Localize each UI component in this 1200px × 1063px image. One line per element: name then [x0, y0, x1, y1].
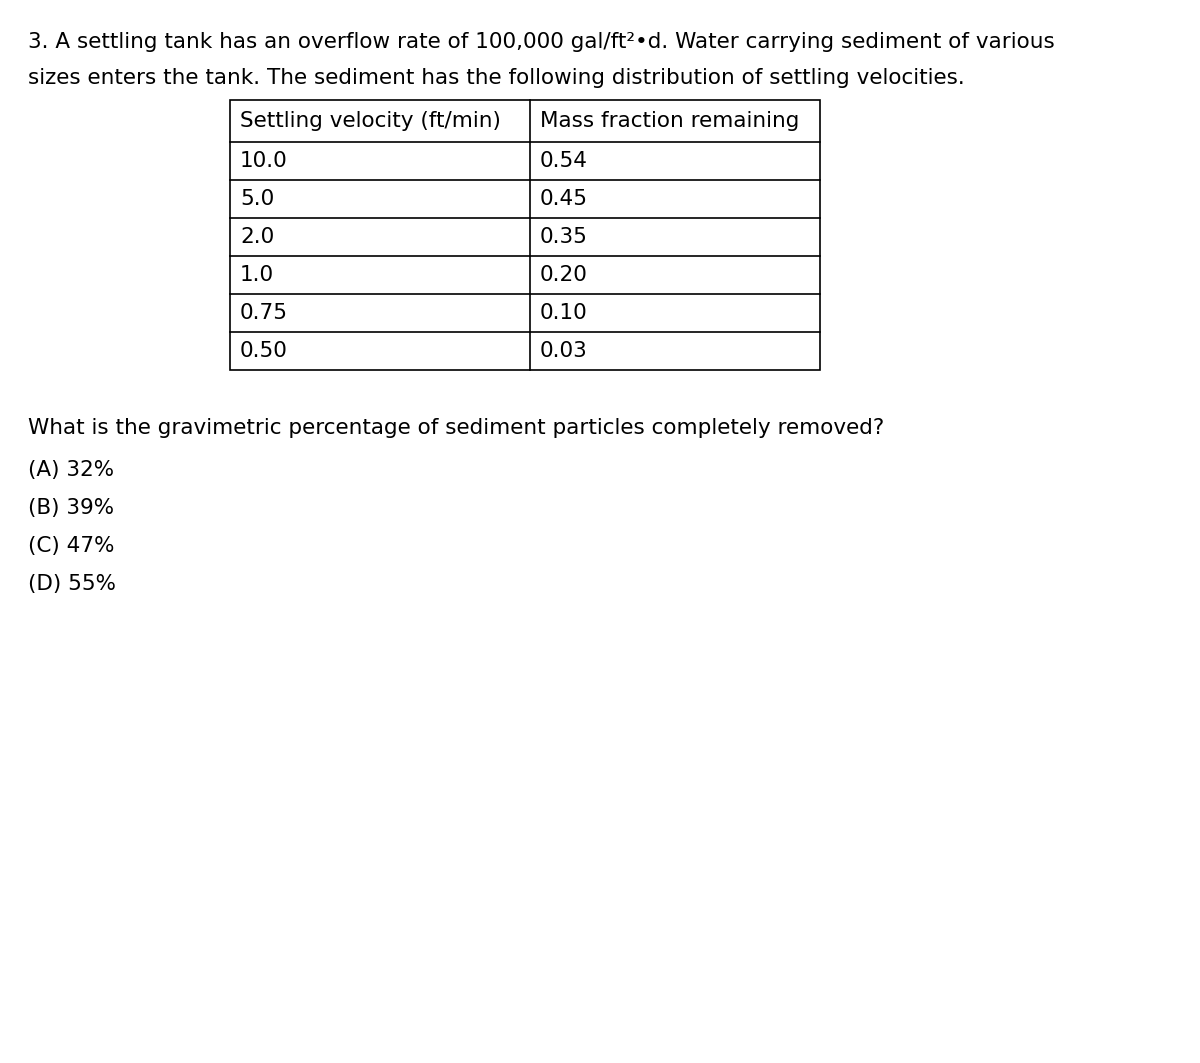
Text: 0.54: 0.54 — [540, 151, 588, 171]
Text: (C) 47%: (C) 47% — [28, 536, 114, 556]
Text: 1.0: 1.0 — [240, 265, 274, 285]
Text: 5.0: 5.0 — [240, 189, 275, 209]
Text: 0.20: 0.20 — [540, 265, 588, 285]
Text: What is the gravimetric percentage of sediment particles completely removed?: What is the gravimetric percentage of se… — [28, 418, 884, 438]
Text: 0.10: 0.10 — [540, 303, 588, 323]
Text: (A) 32%: (A) 32% — [28, 460, 114, 480]
Text: 0.35: 0.35 — [540, 227, 588, 247]
Text: Settling velocity (ft/min): Settling velocity (ft/min) — [240, 111, 500, 131]
Text: sizes enters the tank. The sediment has the following distribution of settling v: sizes enters the tank. The sediment has … — [28, 68, 965, 88]
Text: 0.75: 0.75 — [240, 303, 288, 323]
Text: 0.45: 0.45 — [540, 189, 588, 209]
Text: 10.0: 10.0 — [240, 151, 288, 171]
Text: Mass fraction remaining: Mass fraction remaining — [540, 111, 799, 131]
Text: 0.50: 0.50 — [240, 341, 288, 361]
Text: 3. A settling tank has an overflow rate of 100,000 gal/ft²•d. Water carrying sed: 3. A settling tank has an overflow rate … — [28, 32, 1055, 52]
Text: 0.03: 0.03 — [540, 341, 588, 361]
Text: (D) 55%: (D) 55% — [28, 574, 116, 594]
Text: 2.0: 2.0 — [240, 227, 275, 247]
Bar — [230, 100, 820, 370]
Text: (B) 39%: (B) 39% — [28, 497, 114, 518]
